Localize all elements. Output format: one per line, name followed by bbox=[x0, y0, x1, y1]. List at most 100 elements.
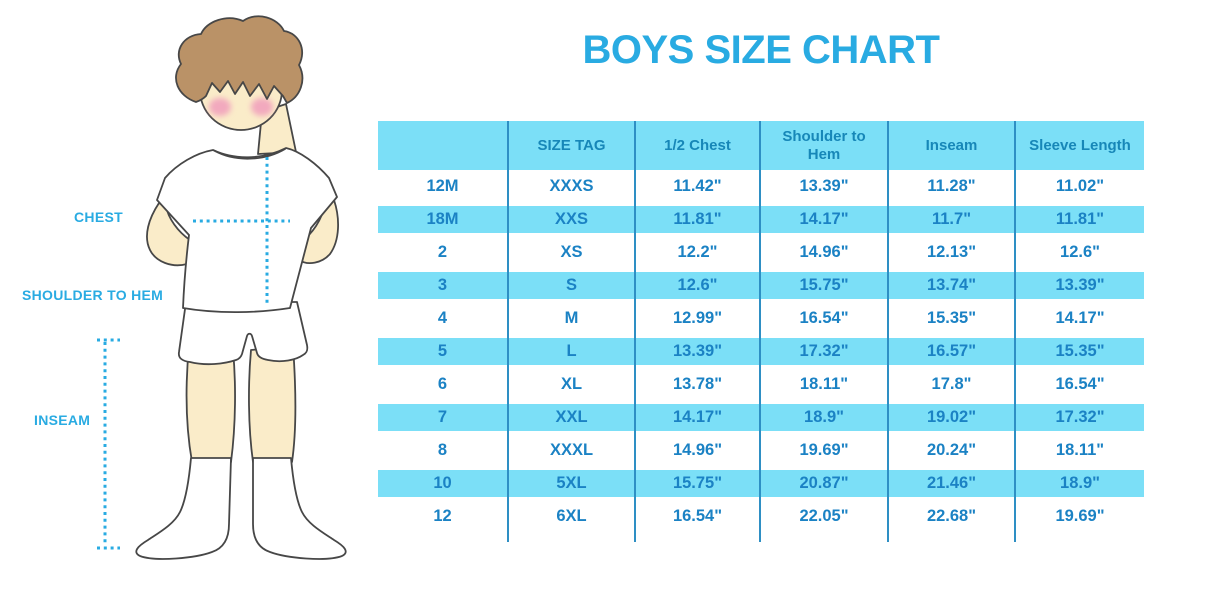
column-header-sleeve-length: Sleeve Length bbox=[1014, 121, 1144, 170]
size-label-cell: 10 bbox=[378, 467, 508, 500]
column-header-shoulder-to-hem: Shoulder to Hem bbox=[759, 121, 888, 170]
measurement-cell: 22.68" bbox=[887, 500, 1015, 533]
size-label-cell: 12M bbox=[426, 177, 459, 195]
measurement-cell: 12.6" bbox=[1014, 236, 1144, 269]
page-title: BOYS SIZE CHART bbox=[582, 28, 940, 72]
measurement-cell: 13.39" bbox=[759, 170, 888, 203]
measurement-cell: 20.24" bbox=[887, 434, 1015, 467]
size-row-18m: 18M XXS 11.81" 14.17" 11.7" 11.81" bbox=[378, 203, 1144, 236]
size-row-12: 12 6XL 16.54" 22.05" 22.68" 19.69" bbox=[378, 500, 1144, 533]
measurement-cell: 12.2" bbox=[634, 236, 760, 269]
measurement-cell: M bbox=[507, 302, 635, 335]
measurement-cell: XXS bbox=[507, 203, 635, 236]
collar-line bbox=[214, 148, 286, 160]
measurement-cell: 17.8" bbox=[887, 368, 1015, 401]
table-tail bbox=[378, 533, 1144, 542]
measurement-cell: 14.17" bbox=[634, 401, 760, 434]
measurement-cell: XXXS bbox=[507, 170, 635, 203]
table-header: SIZE TAG 1/2 Chest Shoulder to Hem Inseam Sl… bbox=[378, 121, 1144, 170]
measurement-cell: 14.17" bbox=[1014, 302, 1144, 335]
measurement-cell: 15.35" bbox=[887, 302, 1015, 335]
measurement-cell: 19.69" bbox=[759, 434, 888, 467]
left-cheek bbox=[209, 98, 231, 116]
measurement-cell: 13.39" bbox=[634, 335, 760, 368]
header-row: SIZE TAG 1/2 Chest Shoulder to Hem Inseam Sl… bbox=[378, 121, 1144, 170]
size-row-2: 2 XS 12.2" 14.96" 12.13" 12.6" bbox=[378, 236, 1144, 269]
measurement-cell: 13.39" bbox=[1014, 269, 1144, 302]
size-chart-table: SIZE TAG 1/2 Chest Shoulder to Hem Inseam Sl… bbox=[378, 121, 1144, 542]
right-cheek bbox=[251, 98, 273, 116]
size-row-7: 7 XXL 14.17" 18.9" 19.02" 17.32" bbox=[378, 401, 1144, 434]
measurement-cell: 17.32" bbox=[1014, 401, 1144, 434]
measurement-cell: 22.05" bbox=[759, 500, 888, 533]
measurement-cell: 15.75" bbox=[759, 269, 888, 302]
t-shirt bbox=[156, 147, 338, 314]
measurement-cell: 11.28" bbox=[887, 170, 1015, 203]
size-label-cell: 6 bbox=[437, 375, 448, 393]
measurement-cell: 12.99" bbox=[634, 302, 760, 335]
measurement-cell: 15.35" bbox=[1014, 335, 1144, 368]
measurement-cell: 14.96" bbox=[759, 236, 888, 269]
measurement-cell: 16.54" bbox=[759, 302, 888, 335]
measurement-cell: 12.6" bbox=[634, 269, 760, 302]
size-label-cell: 5 bbox=[378, 335, 508, 368]
measurement-cell: 14.96" bbox=[634, 434, 760, 467]
measurement-cell: 11.02" bbox=[1014, 170, 1144, 203]
measurement-cell: 19.69" bbox=[1014, 500, 1144, 533]
size-row-4: 4 M 12.99" 16.54" 15.35" 14.17" bbox=[378, 302, 1144, 335]
measurement-cell: 20.87" bbox=[759, 467, 888, 500]
right-leg bbox=[248, 345, 297, 463]
measurement-cell: 13.74" bbox=[887, 269, 1015, 302]
size-label-cell: 12 bbox=[433, 507, 452, 525]
measurement-cell: 18.11" bbox=[759, 368, 888, 401]
size-row-5: 5 L 13.39" 17.32" 16.57" 15.35" bbox=[378, 335, 1144, 368]
measurement-cell: 11.42" bbox=[634, 170, 760, 203]
measurement-cell: 14.17" bbox=[759, 203, 888, 236]
measurement-cell: 16.54" bbox=[1014, 368, 1144, 401]
measurement-cell: 11.7" bbox=[887, 203, 1015, 236]
measurement-cell: S bbox=[507, 269, 635, 302]
size-row-8: 8 XXXL 14.96" 19.69" 20.24" 18.11" bbox=[378, 434, 1144, 467]
chest-label: CHEST bbox=[74, 209, 123, 225]
measurement-cell: XXL bbox=[507, 401, 635, 434]
inseam-label: INSEAM bbox=[34, 412, 91, 428]
measurement-cell: XXXL bbox=[507, 434, 635, 467]
measurement-cell: 18.9" bbox=[759, 401, 888, 434]
size-row-6: 6 XL 13.78" 18.11" 17.8" 16.54" bbox=[378, 368, 1144, 401]
measurement-cell: 16.54" bbox=[634, 500, 760, 533]
right-arm bbox=[298, 199, 339, 265]
table-body: 12M XXXS 11.42" 13.39" 11.28" 11.02" 18M XXS 11.… bbox=[378, 170, 1144, 542]
shorts bbox=[177, 301, 309, 366]
left-sock bbox=[135, 457, 232, 560]
measurement-cell: 18.9" bbox=[1014, 467, 1144, 500]
measurement-cell: 11.81" bbox=[1014, 203, 1144, 236]
boy-illustration bbox=[97, 15, 347, 560]
measurement-cell: 11.81" bbox=[634, 203, 760, 236]
measurement-cell: 18.11" bbox=[1014, 434, 1144, 467]
column-header-inseam: Inseam bbox=[887, 121, 1015, 170]
size-row-3: 3 S 12.6" 15.75" 13.74" 13.39" bbox=[378, 269, 1144, 302]
measurement-cell: 16.57" bbox=[887, 335, 1015, 368]
size-label-cell: 4 bbox=[437, 309, 448, 327]
left-arm bbox=[146, 202, 191, 267]
measurement-cell: 5XL bbox=[507, 467, 635, 500]
size-row-12m: 12M XXXS 11.42" 13.39" 11.28" 11.02" bbox=[378, 170, 1144, 203]
measurement-cell: 17.32" bbox=[759, 335, 888, 368]
measurement-cell: XS bbox=[507, 236, 635, 269]
column-header-1-2-chest: 1/2 Chest bbox=[634, 121, 760, 170]
measurement-figure: CHEST SHOULDER TO HEM INSEAM bbox=[0, 0, 380, 607]
size-label-cell: 18M bbox=[378, 203, 508, 236]
measurement-cell: 15.75" bbox=[634, 467, 760, 500]
measurement-cell: XL bbox=[507, 368, 635, 401]
measurement-cell: 6XL bbox=[507, 500, 635, 533]
measurement-cell: 19.02" bbox=[887, 401, 1015, 434]
measurement-cell: 13.78" bbox=[634, 368, 760, 401]
size-label-cell: 3 bbox=[378, 269, 508, 302]
measurement-cell: 12.13" bbox=[887, 236, 1015, 269]
measurement-cell: L bbox=[507, 335, 635, 368]
column-header-size bbox=[378, 121, 508, 170]
column-header-size-tag: SIZE TAG bbox=[507, 121, 635, 170]
hair bbox=[175, 15, 304, 104]
shoulder-to-hem-label: SHOULDER TO HEM bbox=[22, 287, 164, 303]
